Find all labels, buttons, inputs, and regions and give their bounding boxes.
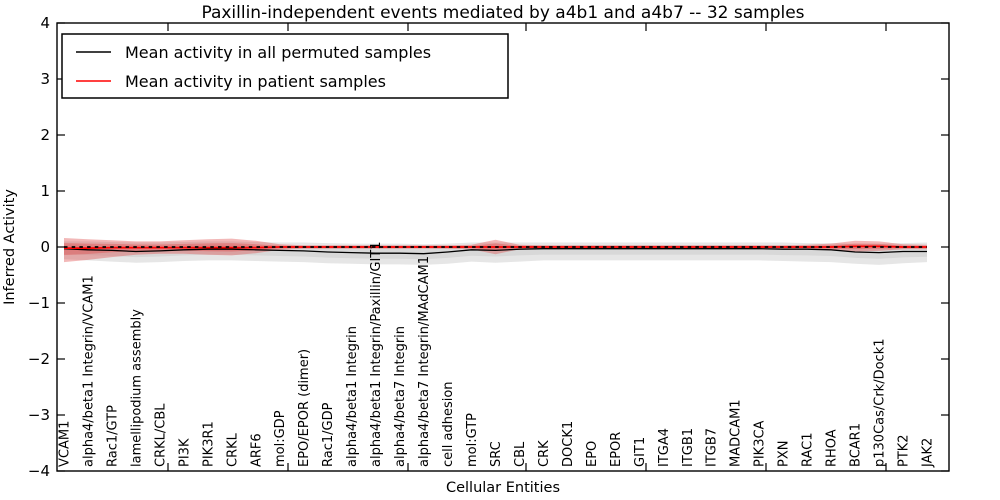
legend-label-patient: Mean activity in patient samples — [125, 72, 386, 91]
category-label: CRKL/CBL — [153, 403, 168, 467]
category-label: SRC — [489, 441, 504, 467]
category-label: MADCAM1 — [729, 399, 744, 467]
band-layer — [64, 238, 927, 265]
x-axis-label: Cellular Entities — [446, 480, 560, 496]
category-label: CRKL — [225, 432, 240, 467]
y-tick-label: −1 — [28, 294, 50, 312]
y-tick-label: 1 — [40, 182, 50, 200]
y-tick-label: 2 — [40, 126, 50, 144]
category-label: ITGB7 — [705, 428, 720, 467]
legend-label-permuted: Mean activity in all permuted samples — [125, 43, 431, 62]
category-label: PTK2 — [897, 434, 912, 467]
category-label: BCAR1 — [849, 423, 864, 467]
category-label: alpha4/beta7 Integrin — [393, 326, 408, 467]
category-label: RHOA — [825, 429, 840, 467]
category-label-layer: VCAM1 alpha4/beta1 Integrin/VCAM1 Rac1/GTP… — [58, 241, 936, 468]
category-label: PIK3R1 — [201, 421, 216, 467]
category-label: EPO/EPOR (dimer) — [297, 349, 312, 467]
category-label: PXN — [777, 441, 792, 467]
category-label: PI3K — [177, 438, 192, 467]
category-label: Rac1/GTP — [105, 405, 120, 467]
y-tick-label: 0 — [40, 238, 50, 256]
y-tick-label: −2 — [28, 350, 50, 368]
chart-title: Paxillin-independent events mediated by … — [201, 3, 804, 23]
category-label: cell adhesion — [441, 381, 456, 467]
y-axis-label: Inferred Activity — [2, 189, 18, 305]
category-label: VCAM1 — [58, 421, 73, 467]
category-label: CRK — [537, 440, 552, 467]
tick-label-layer: 4 3 2 1 0 −1 −2 −3 −4 — [28, 14, 50, 480]
category-label: JAK2 — [921, 438, 936, 468]
category-label: ARF6 — [249, 433, 264, 467]
category-label: EPO — [585, 441, 600, 467]
category-label: Rac1/GDP — [321, 402, 336, 467]
category-label: ITGA4 — [657, 428, 672, 467]
category-label: ITGB1 — [681, 428, 696, 467]
category-label: p130Cas/Crk/Dock1 — [873, 338, 888, 467]
category-label: lamellipodium assembly — [129, 309, 144, 467]
y-tick-label: 4 — [40, 14, 50, 32]
legend-box: Mean activity in all permuted samples Me… — [61, 33, 509, 99]
y-tick-label: −4 — [28, 462, 50, 480]
category-label: alpha4/beta7 Integrin/MAdCAM1 — [417, 256, 432, 467]
y-tick-label: 3 — [40, 70, 50, 88]
permuted-mean-line — [63, 248, 927, 255]
category-label: EPOR — [609, 432, 624, 467]
category-label: CBL — [513, 441, 528, 467]
category-label: mol:GDP — [273, 410, 288, 467]
category-label: alpha4/beta1 Integrin — [345, 326, 360, 467]
category-label: GIT1 — [633, 437, 648, 467]
category-label: DOCK1 — [561, 421, 576, 467]
legend-border — [61, 33, 509, 99]
y-tick-label: −3 — [28, 406, 50, 424]
category-label: alpha4/beta1 Integrin/VCAM1 — [82, 275, 97, 467]
line-layer — [63, 245, 927, 255]
category-label: PIK3CA — [753, 420, 768, 467]
tick-layer — [57, 22, 949, 472]
category-label: mol:GTP — [465, 413, 480, 467]
category-label: RAC1 — [801, 432, 816, 467]
category-label: alpha4/beta1 Integrin/Paxillin/GIT1 — [369, 241, 384, 467]
